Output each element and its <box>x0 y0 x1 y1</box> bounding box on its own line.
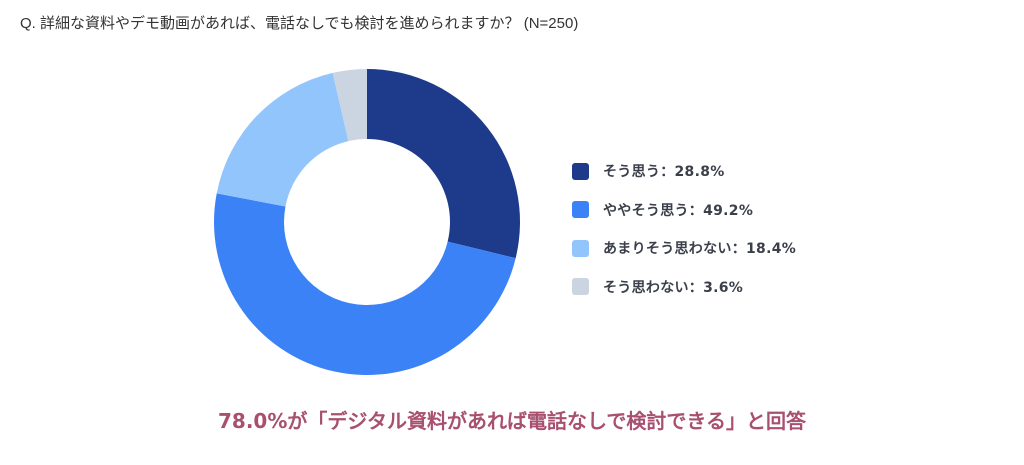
legend: そう思う：28.8% ややそう思う：49.2% あまりそう思わない：18.4% … <box>572 152 796 306</box>
legend-swatch <box>572 278 589 296</box>
donut-slice <box>213 193 516 376</box>
legend-label: そう思う：28.8% <box>603 164 725 181</box>
legend-label: ややそう思う：49.2% <box>603 202 754 219</box>
donut-slices <box>213 69 520 376</box>
legend-swatch <box>572 201 589 219</box>
donut-slice <box>367 69 520 259</box>
legend-item: そう思う：28.8% <box>572 152 796 191</box>
chart-title: Q. 詳細な資料やデモ動画があれば、電話なしでも検討を進められますか？ (N=2… <box>20 15 579 32</box>
legend-item: そう思わない：3.6% <box>572 268 796 307</box>
conclusion-text: 78.0%が「デジタル資料があれば電話なしで検討できる」と回答 <box>218 409 806 433</box>
donut-slice <box>332 69 367 142</box>
donut-slice <box>216 72 349 207</box>
legend-label: そう思わない：3.6% <box>603 279 744 296</box>
legend-label: あまりそう思わない：18.4% <box>603 241 797 258</box>
legend-item: ややそう思う：49.2% <box>572 191 796 230</box>
legend-swatch <box>572 162 589 180</box>
legend-swatch <box>572 239 589 257</box>
legend-item: あまりそう思わない：18.4% <box>572 229 796 268</box>
